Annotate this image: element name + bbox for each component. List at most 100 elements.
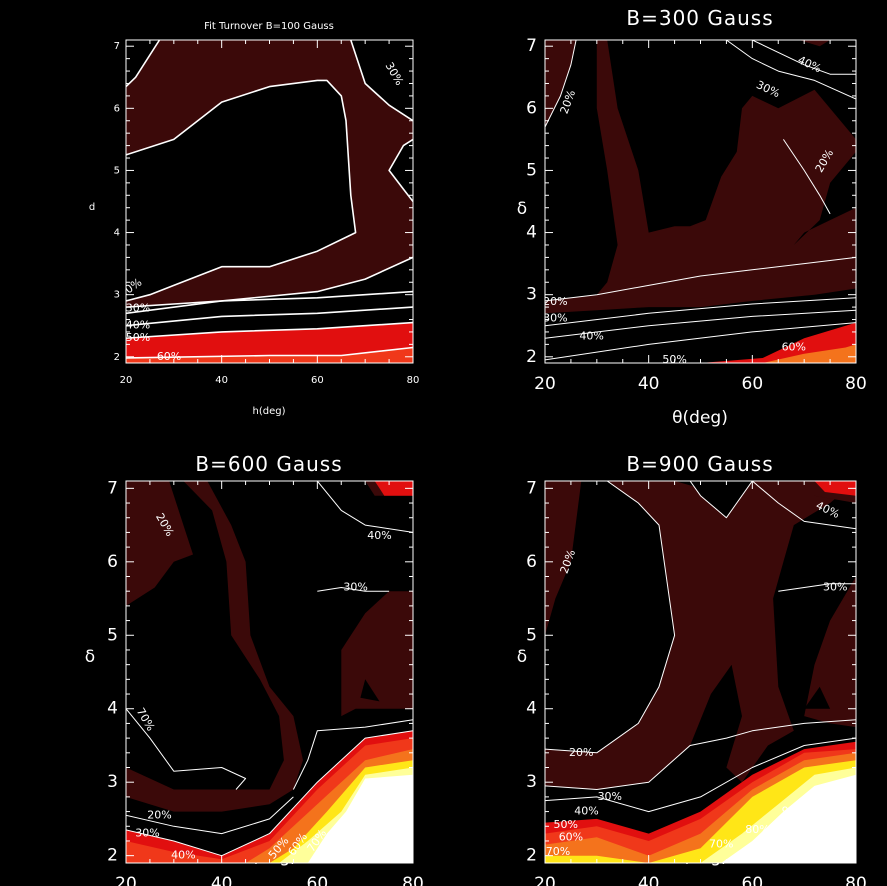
contour-line — [126, 708, 247, 790]
contour-line — [388, 138, 413, 202]
contour-line — [545, 297, 856, 327]
contour-region — [721, 774, 856, 863]
contour-line — [545, 481, 676, 754]
y-tick-label: 3 — [526, 772, 537, 792]
y-axis-label: δ — [85, 647, 95, 667]
contour-label: 30% — [823, 581, 847, 594]
y-axis-label: δ — [517, 199, 527, 219]
x-tick-label: 20 — [120, 375, 133, 386]
panel-title: Fit Turnover B=100 Gauss — [204, 21, 334, 32]
y-tick-label: 7 — [107, 478, 118, 498]
y-tick-label: 4 — [526, 223, 537, 243]
contour-label: 50% — [554, 818, 578, 831]
contour-region — [126, 80, 356, 301]
panel-b900: B=900 Gauss θ(deg) δ 20%40%30%20%30%40%5… — [517, 452, 867, 886]
contour-label: 20% — [569, 746, 593, 759]
contour-label: 40% — [367, 529, 391, 542]
contour-region — [341, 591, 413, 717]
x-tick-label: 40 — [215, 375, 228, 386]
plot-area: 30%20%30%40%50%60% — [126, 40, 413, 363]
y-tick-label: 7 — [526, 478, 537, 498]
contour-line — [689, 481, 753, 519]
x-tick-label: 20 — [534, 874, 556, 886]
contour-line — [126, 730, 413, 857]
y-tick-label: 3 — [107, 772, 118, 792]
contour-label: 70% — [709, 838, 733, 851]
contour-line — [126, 306, 413, 327]
x-tick-label: 60 — [742, 874, 764, 886]
panel-title: B=300 Gauss — [626, 6, 773, 30]
contour-line — [778, 583, 856, 592]
contour-label: 40% — [579, 329, 603, 342]
contour-label: 90% — [782, 805, 806, 818]
y-tick-label: 2 — [114, 352, 120, 363]
contour-region — [126, 481, 303, 812]
contour-line — [126, 321, 413, 339]
y-tick-label: 6 — [526, 98, 537, 118]
axis-ticks — [544, 40, 857, 363]
contour-region — [545, 481, 582, 636]
y-tick-label: 5 — [526, 625, 537, 645]
x-tick-label: 80 — [402, 874, 424, 886]
contour-region — [126, 481, 193, 606]
x-tick-label: 40 — [211, 874, 233, 886]
contour-region — [126, 322, 413, 363]
x-tick-label: 40 — [638, 874, 660, 886]
contour-region — [690, 481, 753, 518]
x-tick-label: 40 — [638, 374, 660, 394]
x-tick-label: 80 — [407, 375, 420, 386]
y-tick-label: 2 — [526, 347, 537, 367]
contour-region — [814, 481, 856, 496]
contour-region — [762, 344, 856, 363]
contour-region — [374, 481, 413, 496]
contour-region — [545, 40, 856, 314]
contour-line — [726, 40, 856, 100]
contour-line — [317, 587, 390, 592]
plot-area: 20%40%30%20%30%40%50%60%70%70%80%90% — [545, 481, 856, 863]
contour-line — [545, 322, 856, 361]
contour-line — [545, 40, 577, 128]
contour-line — [126, 346, 413, 359]
y-tick-label: 3 — [526, 285, 537, 305]
contour-label: 30% — [135, 827, 159, 840]
contour-label: 40% — [171, 849, 195, 862]
x-axis-label: h(deg) — [253, 406, 286, 417]
contour-region — [545, 40, 577, 127]
y-axis-label: d — [89, 202, 95, 213]
y-tick-label: 4 — [526, 699, 537, 719]
x-tick-label: 80 — [845, 374, 867, 394]
contour-label: 20% — [147, 808, 171, 821]
panel-b300: B=300 Gauss θ(deg) δ 20%40%30%20%20%30%4… — [517, 6, 867, 428]
axis-ticks — [125, 40, 414, 363]
contour-region — [307, 774, 413, 863]
contour-region — [804, 576, 856, 728]
y-tick-label: 7 — [526, 36, 537, 56]
y-axis-label: δ — [517, 647, 527, 667]
contour-label: 30% — [598, 790, 622, 803]
contour-line — [316, 481, 413, 533]
contour-label: 50% — [126, 331, 150, 344]
x-tick-label: 20 — [534, 374, 556, 394]
contour-label: 30% — [543, 311, 567, 324]
panel-title: B=900 Gauss — [626, 452, 773, 476]
y-tick-label: 4 — [107, 699, 118, 719]
contour-region — [799, 40, 831, 47]
contour-line — [350, 40, 413, 122]
contour-label: 50% — [662, 353, 686, 366]
axis-ticks — [544, 481, 857, 863]
x-tick-label: 60 — [307, 874, 329, 886]
contour-label: 80% — [745, 823, 769, 836]
panel-b100: Fit Turnover B=100 Gauss h(deg) d 30%20%… — [89, 21, 420, 417]
contour-region — [793, 151, 856, 245]
y-tick-label: 7 — [114, 41, 120, 52]
y-tick-label: 3 — [114, 290, 120, 301]
contour-line — [126, 796, 294, 835]
contour-line — [752, 40, 856, 75]
contour-region — [389, 139, 413, 202]
panel-title: B=600 Gauss — [195, 452, 342, 476]
contour-line — [126, 79, 357, 302]
contour-region — [360, 679, 380, 702]
contour-region — [804, 686, 831, 709]
y-tick-label: 6 — [107, 552, 118, 572]
